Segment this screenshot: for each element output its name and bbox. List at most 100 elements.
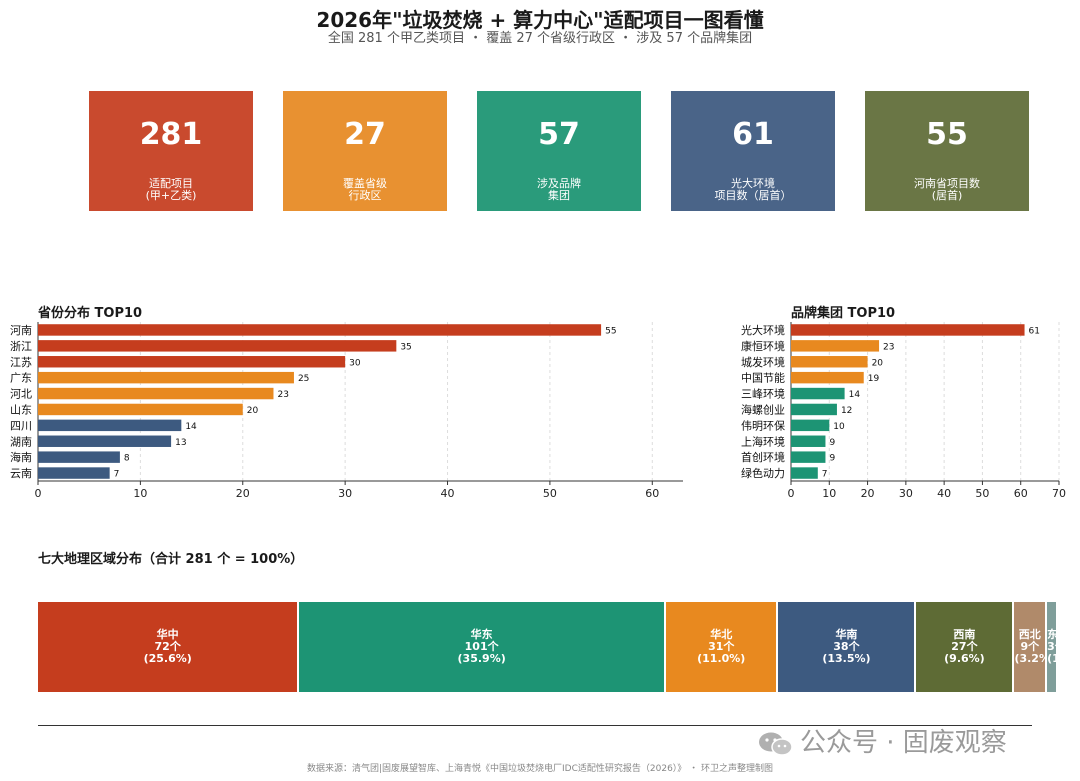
province-tick-label: 0 xyxy=(35,487,42,500)
brand-value-label: 7 xyxy=(822,470,828,480)
brand-value-label: 9 xyxy=(829,438,835,448)
province-category-label: 广东 xyxy=(10,372,32,385)
brand-value-label: 12 xyxy=(841,406,852,416)
brand-value-label: 20 xyxy=(872,358,884,368)
region-count: 38个 xyxy=(833,640,860,653)
province-bar xyxy=(38,371,294,384)
province-bar xyxy=(38,324,602,336)
province-bar xyxy=(38,387,274,400)
brand-category-label: 中国节能 xyxy=(741,371,785,385)
region-segment: 华中 72个 (25.6%) xyxy=(38,602,300,692)
province-bar xyxy=(38,451,120,463)
kpi-value: 27 xyxy=(344,117,386,152)
brand-value-label: 14 xyxy=(849,390,861,400)
region-count: 101个 xyxy=(464,640,499,653)
province-bar xyxy=(38,356,346,368)
region-count: 9个 xyxy=(1020,640,1040,653)
kpi-label: 光大环境 项目数（居首） xyxy=(714,177,792,202)
province-bar-chart: 0 10 20 30 40 50 60 河南 55 浙江 35 江苏 30 广东 25 河北 23 山东 20 四川 1… xyxy=(10,322,683,500)
region-percent: (25.6%) xyxy=(143,652,192,665)
brand-category-label: 上海环境 xyxy=(741,434,785,448)
brand-category-label: 首创环境 xyxy=(741,450,785,464)
region-percent: (3.2%) xyxy=(1014,652,1045,665)
province-value-label: 14 xyxy=(185,422,197,432)
region-segment: 西南 27个 (9.6%) xyxy=(916,602,1015,692)
region-count: 3个 xyxy=(1047,640,1056,653)
province-category-label: 河南 xyxy=(10,324,32,337)
province-category-label: 山东 xyxy=(10,403,32,416)
region-stacked-bar: 华中 72个 (25.6%) 华东 101个 (35.9%) 华北 31个 (11.0%) 华南 3… xyxy=(38,602,1058,692)
province-bar xyxy=(38,419,182,432)
province-category-label: 浙江 xyxy=(10,340,32,353)
province-tick-label: 10 xyxy=(133,487,147,500)
watermark: 公众号 · 固废观察 xyxy=(758,722,1007,759)
brand-value-label: 9 xyxy=(829,454,835,464)
province-bar xyxy=(38,467,110,479)
region-name: 西南 xyxy=(953,628,976,641)
region-count: 27个 xyxy=(951,640,978,653)
province-category-label: 江苏 xyxy=(10,356,32,369)
wechat-icon xyxy=(759,732,793,756)
province-category-label: 四川 xyxy=(10,419,32,432)
brand-tick-label: 60 xyxy=(1014,487,1028,500)
kpi-card-provinces: 27 覆盖省级 行政区 xyxy=(283,91,447,211)
region-percent: (1.1%) xyxy=(1047,652,1056,665)
region-name: 华南 xyxy=(835,628,858,641)
province-value-label: 55 xyxy=(605,326,616,336)
brand-tick-label: 50 xyxy=(975,487,989,500)
kpi-label: 覆盖省级 行政区 xyxy=(343,177,387,202)
province-category-label: 海南 xyxy=(10,450,32,464)
province-category-label: 云南 xyxy=(10,467,32,480)
kpi-label: 适配项目 (甲+乙类) xyxy=(145,177,197,202)
region-name: 华北 xyxy=(710,628,733,641)
province-value-label: 7 xyxy=(114,470,120,480)
region-segment: 华东 101个 (35.9%) xyxy=(299,602,666,692)
brand-tick-label: 30 xyxy=(899,487,913,500)
brand-bar-chart: 0 10 20 30 40 50 60 70 光大环境 61 康恒环境 23 城发环境 20 中国节能 19 三… xyxy=(741,322,1066,500)
brand-tick-label: 10 xyxy=(822,487,836,500)
brand-value-label: 10 xyxy=(833,422,845,432)
brand-bar xyxy=(791,387,845,400)
province-value-label: 23 xyxy=(277,390,288,400)
region-segment: 华北 31个 (11.0%) xyxy=(665,602,779,692)
brand-tick-label: 0 xyxy=(788,487,795,500)
kpi-label: 河南省项目数 (居首) xyxy=(914,177,980,202)
province-tick-label: 20 xyxy=(236,487,250,500)
page-subtitle: 全国 281 个甲乙类项目 ・ 覆盖 27 个省级行政区 ・ 涉及 57 个品牌… xyxy=(327,31,753,46)
page-title: 2026年"垃圾焚烧 + 算力中心"适配项目一图看懂 xyxy=(316,8,764,32)
region-count: 31个 xyxy=(708,640,735,653)
province-tick-label: 40 xyxy=(441,487,455,500)
kpi-card-everbright: 61 光大环境 项目数（居首） xyxy=(671,91,835,211)
brand-chart-title: 品牌集团 TOP10 xyxy=(791,306,896,321)
province-value-label: 35 xyxy=(400,342,411,352)
brand-category-label: 康恒环境 xyxy=(741,339,785,353)
brand-bar xyxy=(791,371,864,384)
kpi-value: 281 xyxy=(139,117,203,152)
province-value-label: 20 xyxy=(247,406,259,416)
data-source: 数据来源：清气团|固废展望智库、上海青悦《中国垃圾焚烧电厂IDC适配性研究报告（… xyxy=(306,764,774,774)
province-value-label: 25 xyxy=(298,374,309,384)
region-percent: (13.5%) xyxy=(822,652,871,665)
brand-bar xyxy=(791,356,868,368)
brand-category-label: 光大环境 xyxy=(741,323,785,337)
province-chart-title: 省份分布 TOP10 xyxy=(38,306,143,321)
brand-value-label: 19 xyxy=(868,374,880,384)
region-segment: 东北3个(1.1%) xyxy=(1047,602,1058,692)
province-bar xyxy=(38,340,397,352)
province-tick-label: 50 xyxy=(543,487,557,500)
province-category-label: 湖南 xyxy=(10,435,32,448)
province-category-label: 河北 xyxy=(10,388,32,401)
brand-tick-label: 40 xyxy=(937,487,951,500)
brand-category-label: 三峰环境 xyxy=(741,387,785,401)
brand-bar xyxy=(791,419,830,432)
brand-value-label: 61 xyxy=(1029,326,1040,336)
region-count: 72个 xyxy=(154,640,181,653)
region-percent: (11.0%) xyxy=(697,652,746,665)
brand-bar xyxy=(791,435,826,447)
province-value-label: 13 xyxy=(175,438,186,448)
brand-category-label: 伟明环保 xyxy=(741,418,785,432)
region-percent: (9.6%) xyxy=(944,652,985,665)
brand-category-label: 海螺创业 xyxy=(741,402,785,416)
kpi-value: 57 xyxy=(538,117,580,152)
